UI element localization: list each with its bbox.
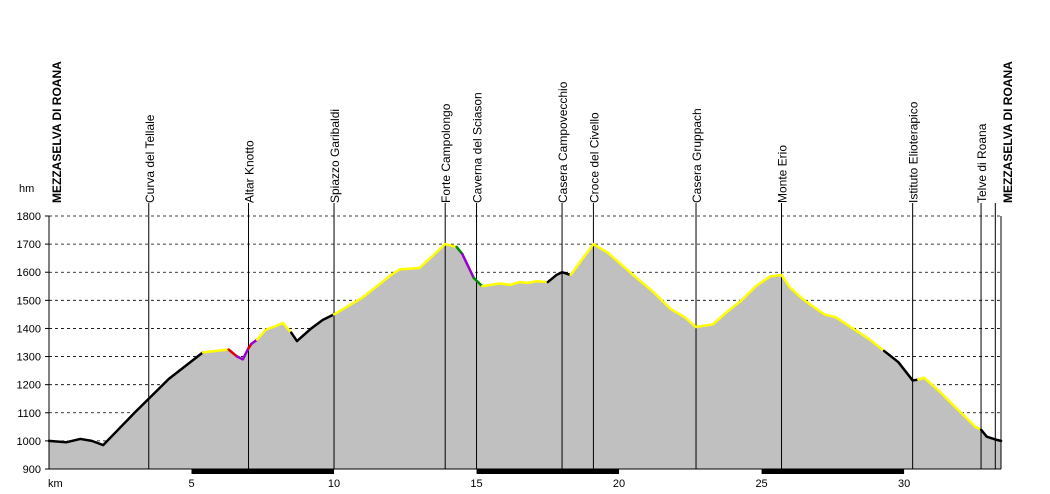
y-tick-label-900: 900 xyxy=(23,464,41,476)
elevation-segment-0-black xyxy=(47,351,205,447)
y-tick-label-1700: 1700 xyxy=(17,239,41,251)
waypoint-label-12: MEZZASELVA DI ROANA xyxy=(1001,61,1015,203)
elevation-segment-17-black xyxy=(979,428,1003,443)
x-tick-label-5: 5 xyxy=(188,478,194,490)
elevation-segment-14-yellow xyxy=(569,242,886,353)
elevation-segment-13-black xyxy=(546,270,572,284)
y-tick-label-1800: 1800 xyxy=(17,211,41,223)
waypoint-lines xyxy=(148,203,996,469)
y-tick-label-1400: 1400 xyxy=(17,323,41,335)
x-tick-label-30: 30 xyxy=(898,478,910,490)
waypoint-labels: MEZZASELVA DI ROANA Curva del Tellale Alta… xyxy=(50,61,1015,203)
km-bar-2 xyxy=(761,469,905,474)
y-axis-label: hm xyxy=(19,183,34,195)
waypoint-label-7: Croce del Civello xyxy=(587,112,601,203)
elevation-segment-10-purple xyxy=(461,252,475,280)
y-tick-label-1500: 1500 xyxy=(17,295,41,307)
y-tick-label-1100: 1100 xyxy=(17,408,41,420)
x-tick-label-15: 15 xyxy=(470,478,482,490)
elevation-segment-3-purple xyxy=(235,346,250,361)
waypoint-label-6: Casera Campovecchio xyxy=(556,81,570,203)
y-tick-label-1300: 1300 xyxy=(17,352,41,364)
y-tick-label-1000: 1000 xyxy=(17,436,41,448)
waypoint-label-1: Curva del Tellale xyxy=(143,114,157,203)
elevation-segment-2-red xyxy=(227,348,239,358)
elevation-fill xyxy=(49,244,1001,469)
km-bars xyxy=(191,469,905,474)
elevation-segment-8-yellow xyxy=(332,242,458,316)
elevation-segment-7-black xyxy=(290,313,336,343)
x-tick-labels: 5 10 15 20 25 30 xyxy=(188,478,910,490)
elevation-line xyxy=(47,242,1003,447)
y-tick-labels: 900 1000 1100 1200 1300 1400 1500 1600 1700 1800 xyxy=(17,211,41,476)
waypoint-label-5: Caverna del Sciason xyxy=(471,92,485,203)
elevation-segment-16-yellow xyxy=(917,376,983,431)
waypoint-label-2: Altar Knotto xyxy=(243,140,257,203)
x-tick-label-10: 10 xyxy=(328,478,340,490)
elevation-segment-1-yellow xyxy=(201,348,230,354)
elevation-segment-12-yellow xyxy=(480,279,550,288)
waypoint-label-8: Casera Gruppach xyxy=(690,108,704,203)
waypoint-label-10: Istituto Elioterapico xyxy=(907,101,921,203)
x-axis-label: km xyxy=(48,478,63,490)
elevation-segment-6-yellow xyxy=(255,321,293,341)
waypoint-label-9: Monte Erio xyxy=(776,145,790,203)
waypoint-label-3: Spiazzo Garibaldi xyxy=(328,109,342,203)
y-tick-label-1200: 1200 xyxy=(17,380,41,392)
y-tick-label-1600: 1600 xyxy=(17,267,41,279)
elevation-segment-15-black xyxy=(882,349,920,382)
elevation-segment-11-green xyxy=(472,276,484,288)
x-tick-label-25: 25 xyxy=(755,478,767,490)
x-tick-label-20: 20 xyxy=(613,478,625,490)
elevation-area xyxy=(49,244,1001,469)
elevation-segment-9-green xyxy=(455,245,464,256)
km-bar-0 xyxy=(191,469,335,474)
km-bar-1 xyxy=(476,469,620,474)
waypoint-label-11: Telve di Roana xyxy=(975,123,989,203)
waypoint-label-4: Forte Campolongo xyxy=(439,103,453,203)
waypoint-label-0: MEZZASELVA DI ROANA xyxy=(50,61,64,203)
